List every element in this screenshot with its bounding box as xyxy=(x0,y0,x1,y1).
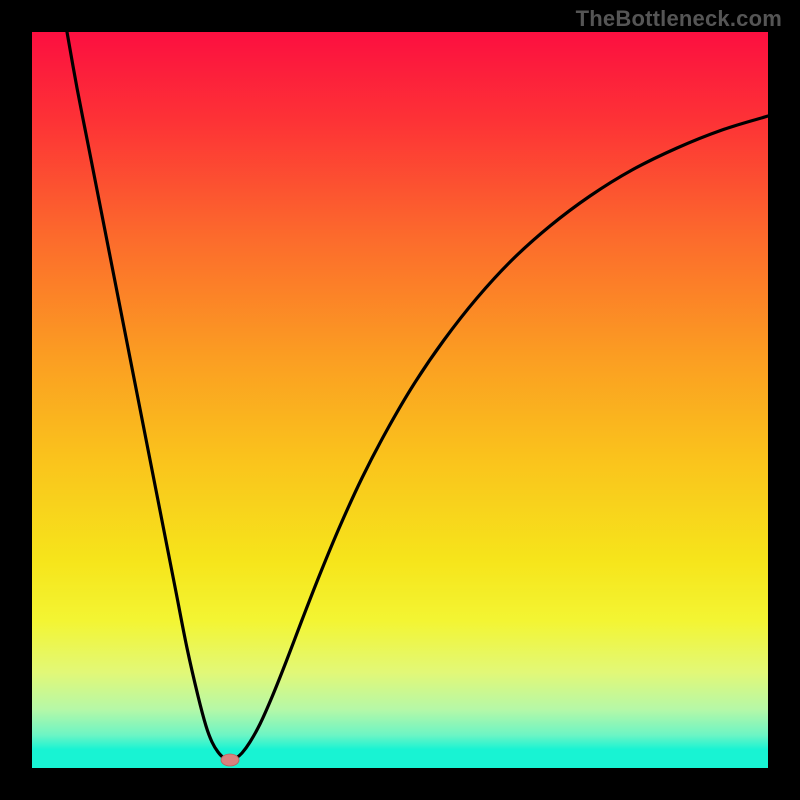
chart-background xyxy=(32,32,768,768)
optimal-point-marker xyxy=(221,754,239,766)
watermark-text: TheBottleneck.com xyxy=(576,6,782,32)
bottleneck-line-chart xyxy=(32,32,768,768)
chart-frame: TheBottleneck.com xyxy=(0,0,800,800)
chart-area xyxy=(32,32,768,768)
